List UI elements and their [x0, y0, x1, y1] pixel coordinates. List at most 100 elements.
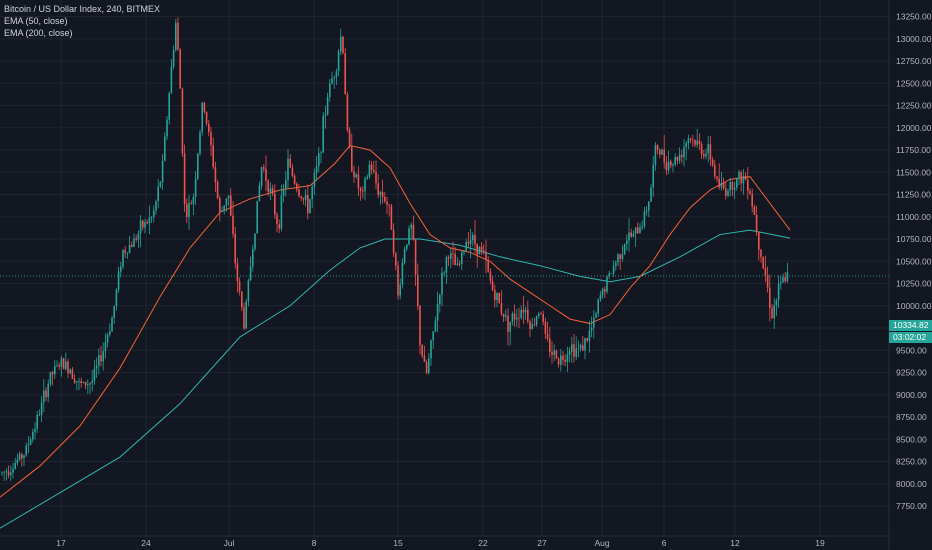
candle-body	[665, 162, 668, 171]
candle-body	[630, 232, 632, 237]
candle-body	[194, 178, 197, 198]
candle-body	[208, 123, 210, 133]
candle-body	[254, 233, 256, 250]
candle-body	[498, 293, 500, 304]
candle-body	[397, 265, 399, 296]
candle-body	[652, 164, 654, 188]
candle-body	[494, 289, 496, 301]
candle-body	[322, 116, 324, 153]
candle-body	[744, 175, 747, 180]
price-tick-label: 7750.00	[896, 501, 927, 511]
price-tick-label: 8500.00	[896, 434, 927, 444]
candle-body	[91, 380, 93, 384]
candle-body	[104, 342, 107, 352]
candle-body	[342, 36, 344, 54]
candle-body	[309, 199, 311, 214]
candle-body	[676, 157, 679, 161]
candle-body	[36, 414, 38, 429]
candle-body	[650, 187, 652, 202]
price-tick-label: 13250.00	[896, 12, 932, 22]
candle-body	[608, 273, 610, 277]
candle-body	[293, 175, 296, 184]
candle-body	[430, 340, 432, 359]
candle-body	[65, 361, 67, 370]
candle-body	[428, 358, 430, 373]
candle-body	[557, 358, 560, 365]
ema-200-legend[interactable]: EMA (200, close)	[4, 28, 73, 38]
candle-body	[179, 49, 181, 89]
symbol-title[interactable]: Bitcoin / US Dollar Index, 240, BITMEX	[4, 4, 161, 14]
candle-body	[692, 139, 694, 141]
candle-body	[555, 350, 558, 359]
candle-body	[553, 350, 555, 355]
candle-body	[410, 224, 412, 229]
candle-body	[212, 145, 214, 168]
candle-body	[542, 314, 544, 322]
candle-body	[423, 355, 426, 362]
candle-body	[329, 83, 331, 98]
candle-body	[643, 211, 646, 226]
candle-body	[172, 50, 175, 67]
candle-body	[447, 257, 450, 259]
price-tick-label: 8000.00	[896, 479, 927, 489]
candle-body	[247, 280, 250, 302]
candle-body	[133, 238, 135, 247]
price-tick-label: 11250.00	[896, 190, 931, 200]
candle-body	[245, 301, 247, 329]
candle-body	[381, 192, 384, 198]
candle-body	[672, 164, 674, 166]
candle-body	[590, 327, 593, 331]
candle-body	[474, 235, 476, 244]
time-tick-label: 24	[141, 538, 151, 548]
candle-body	[241, 291, 243, 308]
candle-body	[747, 179, 749, 191]
candle-body	[619, 254, 621, 259]
candle-body	[586, 338, 588, 341]
grid-lines	[0, 0, 889, 536]
candle-body	[282, 188, 285, 196]
candle-body	[249, 266, 252, 281]
candle-body	[210, 132, 212, 146]
candle-body	[27, 444, 30, 446]
candle-body	[186, 203, 188, 217]
candle-body	[170, 66, 173, 94]
candle-body	[71, 369, 74, 379]
candle-body	[80, 381, 82, 384]
candle-body	[522, 309, 525, 313]
candle-body	[546, 333, 549, 339]
candle-body	[100, 355, 102, 362]
candle-body	[487, 260, 489, 272]
candle-body	[670, 161, 672, 166]
time-tick-label: Jul	[224, 538, 235, 548]
candle-body	[225, 198, 228, 206]
candle-body	[736, 178, 738, 188]
candle-body	[681, 154, 683, 158]
price-tick-label: 8750.00	[896, 412, 927, 422]
candle-body	[390, 205, 393, 230]
price-axis-background[interactable]	[889, 0, 932, 550]
candle-body	[516, 317, 518, 320]
candle-body	[689, 138, 692, 140]
candle-body	[113, 306, 115, 318]
candle-body	[674, 157, 676, 165]
candle-body	[122, 250, 124, 267]
candle-body	[128, 244, 131, 253]
candle-body	[760, 249, 762, 257]
candle-body	[577, 348, 580, 349]
candle-body	[5, 471, 8, 473]
candle-body	[417, 274, 419, 306]
candle-body	[549, 338, 551, 353]
candle-body	[599, 295, 602, 300]
candle-body	[626, 240, 628, 245]
price-tick-label: 9000.00	[896, 390, 927, 400]
candle-body	[18, 454, 21, 460]
candle-body	[414, 239, 417, 275]
candle-body	[144, 222, 146, 228]
ema-50-legend[interactable]: EMA (50, close)	[4, 16, 68, 26]
candle-body	[502, 313, 505, 317]
candle-body	[120, 266, 122, 272]
candle-body	[529, 321, 531, 329]
candle-body	[751, 193, 753, 207]
candle-body	[287, 158, 289, 181]
